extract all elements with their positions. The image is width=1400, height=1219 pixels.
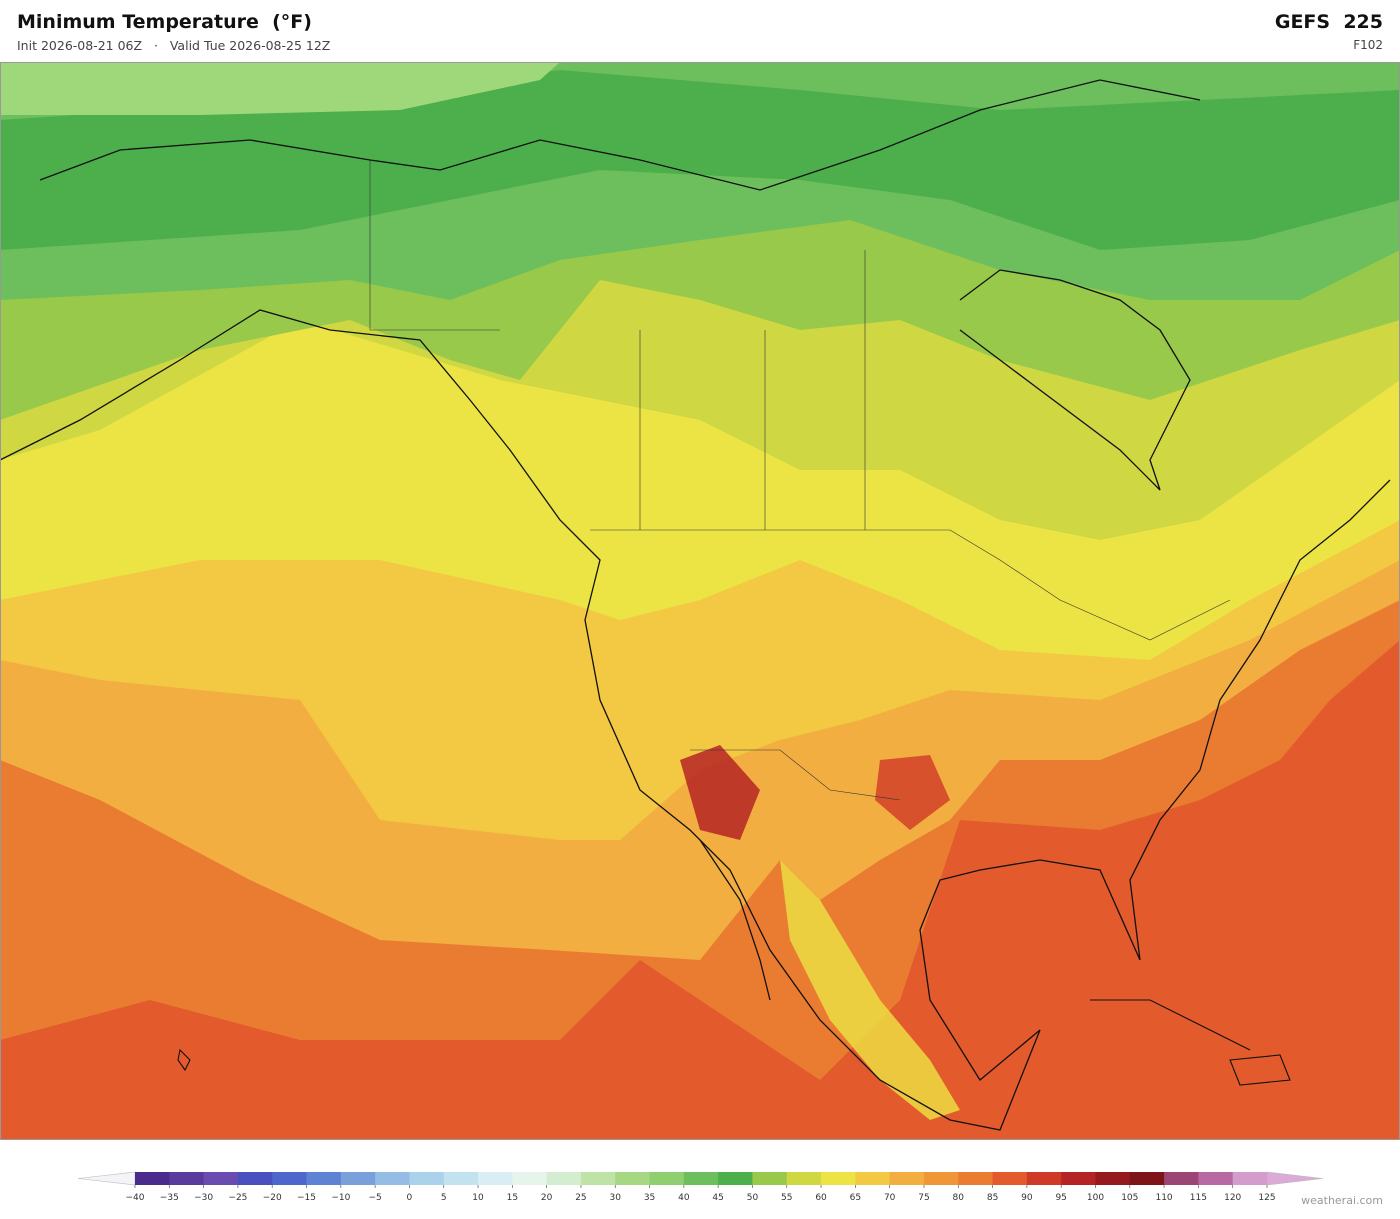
colorbar-tick-label: 5 bbox=[441, 1193, 447, 1203]
colorbar-bin bbox=[203, 1172, 239, 1185]
colorbar-bin bbox=[169, 1172, 205, 1185]
map-title: Minimum Temperature (°F) bbox=[17, 11, 312, 33]
colorbar-tick-label: 65 bbox=[850, 1193, 861, 1203]
model-label: GEFS 225 bbox=[1275, 11, 1383, 33]
colorbar-tick-label: −5 bbox=[368, 1193, 381, 1203]
colorbar-bin bbox=[512, 1172, 548, 1185]
colorbar-bin bbox=[649, 1172, 685, 1185]
colorbar-tick-label: 20 bbox=[541, 1193, 553, 1203]
colorbar-tick-label: 100 bbox=[1087, 1193, 1104, 1203]
colorbar-bin bbox=[615, 1172, 651, 1185]
border bbox=[369, 160, 1231, 801]
colorbar-bin bbox=[375, 1172, 410, 1185]
colorbar-tick-label: −10 bbox=[331, 1193, 350, 1203]
colorbar-tick-label: 30 bbox=[610, 1193, 622, 1203]
colorbar-tick-label: 35 bbox=[644, 1193, 655, 1203]
colorbar-bin bbox=[580, 1172, 616, 1185]
colorbar-bin bbox=[992, 1172, 1028, 1185]
colorbar-tick-label: 115 bbox=[1190, 1193, 1207, 1203]
colorbar-bin bbox=[272, 1172, 308, 1185]
colorbar-bin bbox=[958, 1172, 994, 1185]
coastline bbox=[0, 79, 1391, 1131]
colorbar-tick-label: 125 bbox=[1258, 1193, 1275, 1203]
colorbar-bin bbox=[821, 1172, 856, 1185]
colorbar-tick-label: −20 bbox=[263, 1193, 282, 1203]
colorbar-bin bbox=[718, 1172, 753, 1185]
colorbar-bin bbox=[752, 1172, 788, 1185]
colorbar-tick-label: 70 bbox=[884, 1193, 896, 1203]
colorbar-bin bbox=[1061, 1172, 1096, 1185]
colorbar-tick-label: 110 bbox=[1155, 1193, 1172, 1203]
colorbar-tick-label: 120 bbox=[1224, 1193, 1241, 1203]
colorbar-tick-label: 85 bbox=[987, 1193, 998, 1203]
colorbar-bin bbox=[478, 1172, 513, 1185]
colorbar-tick-label: 55 bbox=[781, 1193, 792, 1203]
islands bbox=[177, 999, 1291, 1086]
forecast-hour: F102 bbox=[1353, 38, 1383, 52]
colorbar-tick-label: 15 bbox=[507, 1193, 518, 1203]
colorbar-bin bbox=[1095, 1172, 1131, 1185]
temp-field bbox=[780, 860, 960, 1120]
colorbar-bin bbox=[923, 1172, 959, 1185]
colorbar-tick-label: 60 bbox=[815, 1193, 827, 1203]
colorbar-tick-label: −25 bbox=[228, 1193, 247, 1203]
colorbar-bin bbox=[306, 1172, 342, 1185]
colorbar-bin bbox=[786, 1172, 822, 1185]
colorbar-tick-label: 50 bbox=[747, 1193, 759, 1203]
colorbar-bin bbox=[443, 1172, 479, 1185]
colorbar-tick-label: 95 bbox=[1055, 1193, 1066, 1203]
colorbar-bin bbox=[1129, 1172, 1165, 1185]
colorbar-tick-label: 45 bbox=[712, 1193, 723, 1203]
colorbar-tick-label: −40 bbox=[126, 1193, 145, 1203]
colorbar-tick-label: 80 bbox=[953, 1193, 965, 1203]
temp-field bbox=[0, 70, 1400, 250]
colorbar-tick-label: −30 bbox=[194, 1193, 213, 1203]
colorbar-tick-label: 10 bbox=[472, 1193, 484, 1203]
colorbar-bin bbox=[340, 1172, 376, 1185]
colorbar-tick-label: 90 bbox=[1021, 1193, 1033, 1203]
colorbar-tick-label: −35 bbox=[160, 1193, 179, 1203]
colorbar-bin bbox=[855, 1172, 891, 1185]
colorbar-bin bbox=[237, 1172, 273, 1185]
colorbar-tick-label: −15 bbox=[297, 1193, 316, 1203]
colorbar-bin bbox=[135, 1172, 170, 1185]
temp-field bbox=[0, 62, 560, 115]
colorbar-tick-label: 25 bbox=[575, 1193, 586, 1203]
colorbar-bin bbox=[1198, 1172, 1234, 1185]
colorbar-tick-label: 40 bbox=[678, 1193, 690, 1203]
temp-field bbox=[680, 745, 760, 840]
colorbar-bin bbox=[889, 1172, 925, 1185]
colorbar-tick-label: 75 bbox=[918, 1193, 929, 1203]
map-subtitle: Init 2026-08-21 06Z · Valid Tue 2026-08-… bbox=[17, 38, 330, 53]
colorbar-bin bbox=[409, 1172, 445, 1185]
map bbox=[0, 62, 1400, 1140]
watermark: weatherai.com bbox=[1301, 1194, 1383, 1207]
colorbar-bin bbox=[1026, 1172, 1062, 1185]
colorbar-bin bbox=[1164, 1172, 1199, 1185]
colorbar-bin bbox=[1232, 1172, 1268, 1185]
colorbar-bin bbox=[683, 1172, 719, 1185]
colorbar-tick-label: 0 bbox=[407, 1193, 413, 1203]
colorbar-tick-label: 105 bbox=[1121, 1193, 1138, 1203]
colorbar-bin bbox=[546, 1172, 582, 1185]
colorbar: −40 −35 −30 −25 −20 −15 −10 −5 0 5 10 15 20 25 30 35 40 4… bbox=[77, 1171, 1324, 1203]
temp-field bbox=[875, 755, 950, 830]
